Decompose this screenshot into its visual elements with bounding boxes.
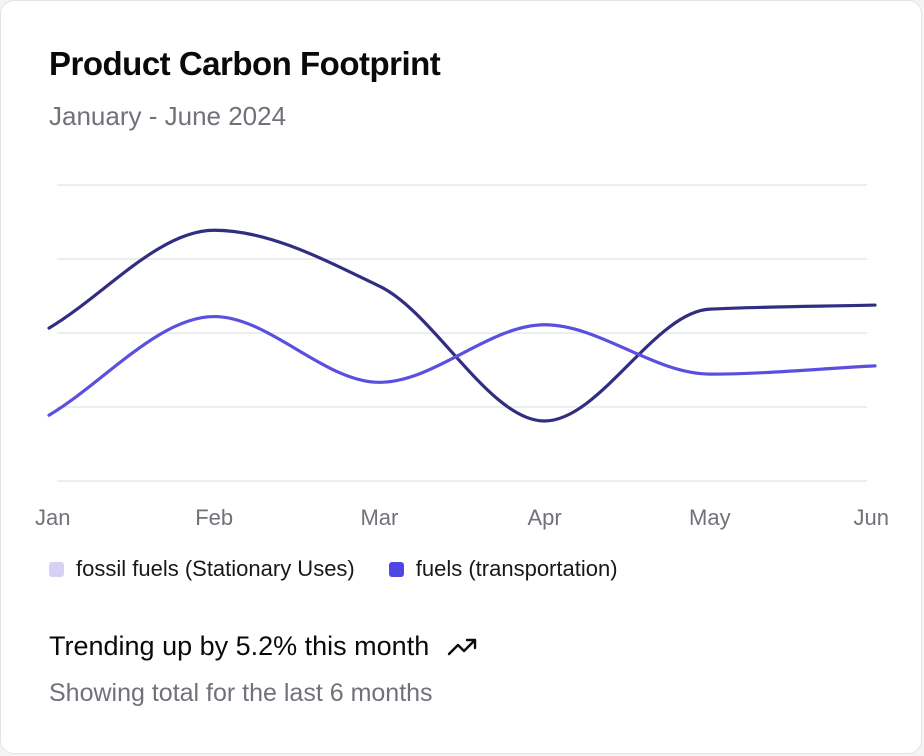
- legend-item-fossil: fossil fuels (Stationary Uses): [49, 556, 355, 582]
- legend-swatch-transport: [388, 561, 404, 577]
- x-tick-label: Jun: [854, 505, 889, 530]
- legend-label-transport: fuels (transportation): [415, 556, 618, 581]
- trend-text: Trending up by 5.2% this month: [49, 631, 430, 661]
- trend-summary: Trending up by 5.2% this month: [49, 631, 477, 662]
- legend-swatch-fossil: [49, 561, 64, 577]
- chart-footnote: Showing total for the last 6 months: [49, 679, 433, 707]
- chart-title: Product Carbon Footprint: [49, 45, 441, 82]
- x-axis-ticks: Jan Feb Mar Apr May Jun: [35, 505, 889, 530]
- x-tick-label: May: [689, 505, 731, 530]
- series-line-transport: [47, 314, 877, 417]
- x-tick-label: Mar: [360, 505, 398, 530]
- x-tick-label: Apr: [527, 505, 561, 530]
- chart-lines: [47, 228, 877, 423]
- x-tick-label: Feb: [195, 505, 233, 530]
- legend-label-fossil: fossil fuels (Stationary Uses): [76, 556, 355, 581]
- series-line-fossil: [47, 228, 877, 423]
- chart-subtitle: January - June 2024: [49, 101, 287, 131]
- trending-up-icon: [448, 638, 477, 655]
- chart-grid: [57, 184, 867, 482]
- line-chart: Jan Feb Mar Apr May Jun: [35, 184, 889, 530]
- chart-legend: fossil fuels (Stationary Uses) fuels (tr…: [49, 556, 652, 582]
- legend-item-transport: fuels (transportation): [388, 556, 618, 582]
- x-tick-label: Jan: [35, 505, 70, 530]
